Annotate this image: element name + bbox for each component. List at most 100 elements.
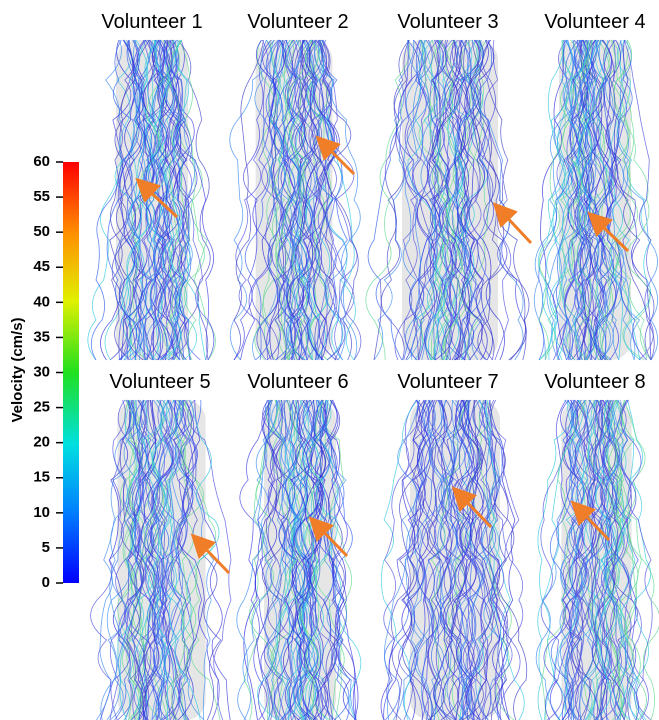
streamline <box>150 399 179 720</box>
streamline <box>538 39 593 361</box>
streamline <box>262 399 312 720</box>
streamline <box>147 399 184 720</box>
streamline <box>114 399 150 720</box>
streamline <box>319 39 340 361</box>
streamline <box>158 39 187 361</box>
streamline <box>161 39 183 361</box>
streamline <box>428 399 459 720</box>
streamline <box>261 399 288 720</box>
panel-title: Volunteer 5 <box>109 371 210 393</box>
streamline <box>305 39 362 361</box>
streamline <box>109 399 140 720</box>
streamline <box>428 39 475 361</box>
streamline <box>591 399 625 720</box>
streamline <box>438 399 467 720</box>
streamline <box>417 399 475 720</box>
streamline <box>403 39 429 361</box>
streamline <box>255 39 279 361</box>
streamline <box>413 39 481 361</box>
arrow <box>492 202 533 245</box>
streamline <box>589 39 633 361</box>
streamline <box>302 399 327 720</box>
tick-label: 25 <box>33 399 50 416</box>
tick-label: 20 <box>33 434 50 451</box>
streamline <box>297 399 329 720</box>
streamline <box>268 39 308 361</box>
streamline <box>294 39 323 361</box>
streamline <box>451 39 481 361</box>
streamline <box>398 399 446 720</box>
tick-label: 40 <box>33 293 50 310</box>
streamline <box>460 399 496 720</box>
streamline <box>286 399 323 720</box>
streamline <box>154 39 198 361</box>
streamline <box>90 399 137 720</box>
streamline <box>543 399 584 720</box>
streamline <box>444 39 470 361</box>
streamline <box>540 39 567 361</box>
streamline <box>593 39 645 361</box>
streamline <box>467 399 510 720</box>
streamline <box>309 399 337 720</box>
streamline <box>290 399 320 720</box>
streamline <box>624 39 654 361</box>
streamline <box>604 399 647 720</box>
streamline <box>394 39 439 361</box>
streamline <box>243 399 278 720</box>
streamline <box>270 39 325 361</box>
panel-title: Volunteer 3 <box>397 11 498 33</box>
streamline <box>326 399 357 720</box>
streamline <box>539 39 573 361</box>
streamline <box>297 399 338 720</box>
streamline <box>561 39 584 361</box>
streamline <box>166 39 215 361</box>
streamline <box>427 399 491 720</box>
streamline <box>439 399 486 720</box>
streamline <box>579 399 608 720</box>
streamline <box>316 399 344 720</box>
streamline <box>281 39 302 361</box>
streamline <box>546 39 588 361</box>
streamline <box>417 39 459 361</box>
streamline <box>541 399 587 720</box>
streamline <box>538 39 583 361</box>
streamline <box>470 39 493 361</box>
streamline <box>433 399 484 720</box>
streamline <box>311 39 356 361</box>
tick-label: 60 <box>33 153 50 170</box>
streamline <box>123 399 160 720</box>
streamline <box>477 399 502 720</box>
streamline <box>157 39 200 361</box>
streamline <box>283 399 308 720</box>
streamline <box>601 399 627 720</box>
streamline <box>117 39 155 361</box>
streamline <box>599 399 627 720</box>
streamline <box>432 399 474 720</box>
streamline <box>569 39 597 361</box>
streamline <box>233 39 277 361</box>
panel-title: Volunteer 2 <box>247 11 348 33</box>
streamline <box>178 39 205 361</box>
panel: Volunteer 3 <box>365 11 533 361</box>
streamline <box>570 39 593 361</box>
streamline <box>383 399 429 720</box>
streamline <box>275 399 302 720</box>
streamline <box>598 399 637 720</box>
streamline <box>600 399 619 720</box>
panel: Volunteer 1 <box>87 11 216 361</box>
colorbar-label: Velocity (cm/s) <box>9 317 26 422</box>
streamline <box>557 399 596 720</box>
tick-label: 0 <box>42 574 50 591</box>
streamline <box>483 39 512 361</box>
streamline <box>384 399 420 720</box>
streamline <box>421 39 471 361</box>
streamline <box>444 39 478 361</box>
streamline <box>301 39 337 361</box>
streamline <box>257 399 312 720</box>
streamline <box>570 39 599 361</box>
streamline <box>404 39 437 361</box>
streamline <box>411 399 436 720</box>
streamline <box>444 39 482 361</box>
streamline <box>454 399 512 720</box>
streamline <box>426 399 448 720</box>
